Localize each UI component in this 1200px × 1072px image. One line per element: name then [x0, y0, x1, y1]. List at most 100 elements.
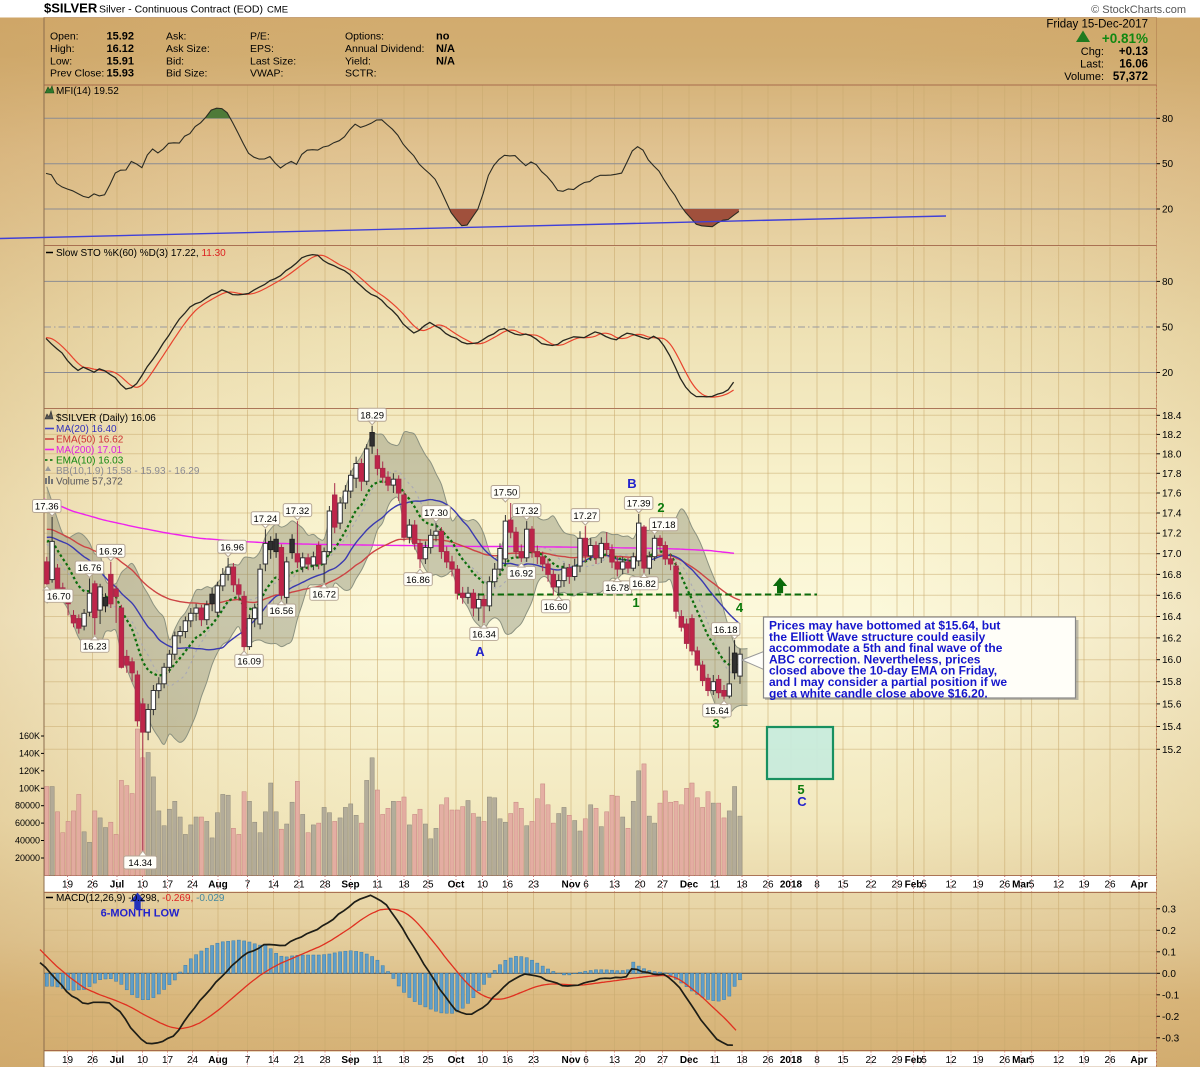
svg-text:26: 26 [762, 880, 774, 891]
svg-text:27: 27 [657, 880, 669, 891]
svg-text:5: 5 [921, 880, 927, 891]
svg-text:12: 12 [1053, 880, 1065, 891]
svg-text:16.92: 16.92 [509, 569, 533, 580]
svg-text:Open:: Open: [50, 31, 79, 43]
svg-text:N/A: N/A [436, 55, 455, 67]
svg-text:18: 18 [398, 1055, 410, 1066]
svg-text:Apr: Apr [1130, 880, 1147, 891]
svg-text:17.4: 17.4 [1162, 509, 1182, 520]
svg-text:18: 18 [736, 880, 748, 891]
svg-text:17.0: 17.0 [1162, 549, 1182, 560]
svg-text:$SILVER: $SILVER [44, 1, 98, 16]
svg-text:Last Size:: Last Size: [250, 55, 296, 67]
svg-text:Low:: Low: [50, 55, 72, 67]
svg-text:12: 12 [945, 1055, 957, 1066]
svg-text:17.32: 17.32 [286, 506, 310, 517]
svg-text:22: 22 [865, 880, 877, 891]
svg-text:EPS:: EPS: [250, 43, 274, 55]
svg-text:Jul: Jul [110, 1055, 125, 1066]
svg-text:29: 29 [891, 880, 903, 891]
svg-text:16.92: 16.92 [99, 547, 123, 558]
svg-text:4: 4 [736, 600, 744, 615]
svg-text:17: 17 [162, 1055, 174, 1066]
svg-text:20: 20 [634, 1055, 646, 1066]
svg-text:14: 14 [268, 1055, 280, 1066]
svg-text:26: 26 [87, 1055, 99, 1066]
svg-text:-0.1: -0.1 [1162, 990, 1180, 1001]
svg-text:21: 21 [293, 1055, 305, 1066]
svg-text:19: 19 [62, 880, 74, 891]
svg-text:SCTR:: SCTR: [345, 68, 377, 80]
svg-text:16.82: 16.82 [632, 579, 656, 590]
svg-text:15.6: 15.6 [1162, 699, 1182, 710]
svg-text:Aug: Aug [208, 1055, 227, 1066]
svg-text:Volume:: Volume: [1064, 71, 1104, 83]
svg-text:Dec: Dec [680, 880, 699, 891]
svg-text:10: 10 [137, 880, 149, 891]
svg-text:17: 17 [162, 880, 174, 891]
svg-text:B: B [627, 476, 636, 491]
svg-text:15.93: 15.93 [106, 68, 134, 80]
svg-text:Last:: Last: [1080, 59, 1104, 71]
svg-text:26: 26 [1104, 880, 1116, 891]
svg-text:60000: 60000 [15, 818, 40, 828]
svg-text:Sep: Sep [341, 880, 359, 891]
svg-text:5: 5 [921, 1055, 927, 1066]
svg-text:Feb: Feb [905, 880, 923, 891]
svg-text:11: 11 [710, 880, 721, 891]
svg-text:27: 27 [657, 1055, 669, 1066]
svg-text:A: A [475, 644, 485, 659]
svg-text:6-MONTH LOW: 6-MONTH LOW [101, 908, 180, 920]
svg-text:19: 19 [972, 880, 984, 891]
svg-text:Jul: Jul [110, 880, 125, 891]
svg-text:80000: 80000 [15, 801, 40, 811]
svg-text:16.18: 16.18 [714, 625, 738, 636]
svg-text:10: 10 [477, 880, 489, 891]
svg-text:26: 26 [762, 1055, 774, 1066]
svg-text:21: 21 [293, 880, 305, 891]
svg-text:25: 25 [422, 880, 434, 891]
svg-text:18.2: 18.2 [1162, 430, 1182, 441]
svg-text:$SILVER (Daily) 16.06: $SILVER (Daily) 16.06 [56, 413, 156, 424]
svg-text:5: 5 [1029, 1055, 1035, 1066]
svg-text:Dec: Dec [680, 1055, 699, 1066]
svg-text:17.27: 17.27 [573, 511, 597, 522]
svg-text:Oct: Oct [448, 1055, 465, 1066]
svg-text:17.39: 17.39 [627, 499, 651, 510]
svg-text:16.76: 16.76 [78, 563, 102, 574]
svg-text:11: 11 [710, 1055, 721, 1066]
svg-text:Bid:: Bid: [166, 55, 184, 67]
svg-text:50: 50 [1162, 323, 1174, 334]
svg-text:EMA(10) 16.03: EMA(10) 16.03 [56, 456, 124, 467]
svg-text:Ask Size:: Ask Size: [166, 43, 210, 55]
svg-text:18.4: 18.4 [1162, 411, 1182, 422]
svg-text:17.18: 17.18 [652, 520, 676, 531]
svg-text:17.2: 17.2 [1162, 529, 1182, 540]
svg-text:19: 19 [62, 1055, 74, 1066]
svg-text:MACD(12,26,9) -0.298, -0.269,: MACD(12,26,9) -0.298, -0.269, -0.029 [56, 893, 225, 904]
svg-text:57,372: 57,372 [1113, 71, 1148, 83]
svg-text:19: 19 [972, 1055, 984, 1066]
svg-text:EMA(50) 16.62: EMA(50) 16.62 [56, 435, 124, 446]
svg-text:140K: 140K [19, 748, 40, 758]
svg-text:Slow STO %K(60) %D(3) 17.22, 1: Slow STO %K(60) %D(3) 17.22, 11.30 [56, 248, 226, 259]
svg-text:+0.81%: +0.81% [1102, 31, 1148, 46]
svg-text:MFI(14) 19.52: MFI(14) 19.52 [56, 86, 119, 97]
svg-text:24: 24 [187, 1055, 199, 1066]
svg-text:14.34: 14.34 [128, 858, 152, 869]
svg-text:15.2: 15.2 [1162, 745, 1182, 756]
svg-text:16.2: 16.2 [1162, 633, 1182, 644]
svg-text:20000: 20000 [15, 853, 40, 863]
svg-text:Feb: Feb [905, 1055, 923, 1066]
svg-text:17.36: 17.36 [35, 502, 59, 513]
svg-text:Ask:: Ask: [166, 31, 186, 43]
svg-text:28: 28 [319, 880, 331, 891]
svg-text:3: 3 [712, 716, 719, 731]
svg-text:0.0: 0.0 [1162, 969, 1176, 980]
svg-text:Oct: Oct [448, 880, 465, 891]
svg-text:no: no [436, 31, 450, 43]
svg-text:© StockCharts.com: © StockCharts.com [1091, 4, 1186, 16]
svg-text:16.34: 16.34 [472, 630, 496, 641]
svg-text:High:: High: [50, 43, 75, 55]
svg-text:160K: 160K [19, 731, 40, 741]
